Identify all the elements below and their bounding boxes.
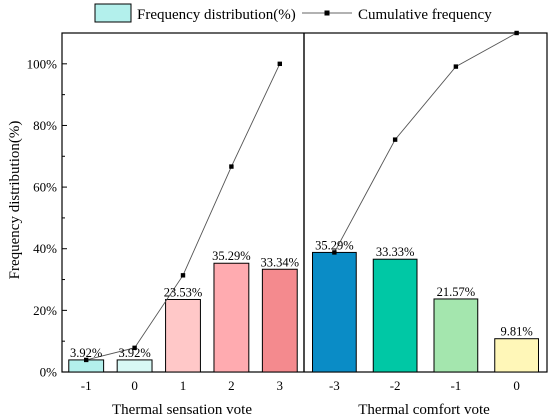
x-axis-label-thermal-sensation: Thermal sensation vote (112, 402, 252, 418)
legend-line-marker (324, 10, 330, 16)
cumulative-point (392, 137, 398, 142)
y-tick-label: 40% (33, 241, 57, 256)
x-tick-label: 3 (277, 378, 284, 393)
bar (165, 298, 201, 373)
cumulative-point (180, 273, 186, 278)
legend: Frequency distribution(%) Cumulative fre… (94, 3, 492, 23)
bar (213, 262, 250, 373)
legend-frequency-label: Frequency distribution(%) (137, 7, 296, 23)
x-tick-label: -3 (329, 378, 340, 393)
x-tick-label: 0 (131, 378, 138, 393)
data-label: 23.53% (164, 285, 203, 299)
y-tick-label: 80% (33, 118, 57, 133)
cumulative-line (333, 32, 517, 253)
y-tick-label: 60% (33, 180, 57, 195)
legend-cumulative-label: Cumulative frequency (358, 7, 492, 23)
cumulative-point (132, 345, 137, 351)
data-label: 33.33% (376, 245, 415, 259)
bar (261, 268, 298, 373)
x-tick-label: -1 (81, 378, 92, 393)
cumulative-lines (84, 30, 519, 363)
data-label: 35.29% (212, 249, 251, 263)
data-label: 3.92% (118, 346, 150, 360)
x-tick-label: 1 (180, 378, 187, 393)
x-tick-label: -1 (450, 378, 461, 393)
x-axis-label-thermal-comfort: Thermal comfort vote (358, 402, 490, 418)
data-labels: 3.92% 3.92% 23.53% 35.29% 33.34% 35.29% 33.33%… (70, 238, 533, 359)
data-label: 9.81% (500, 325, 532, 339)
data-label: 33.34% (261, 255, 300, 269)
cumulative-point (84, 357, 89, 363)
data-label: 21.57% (437, 285, 476, 299)
legend-bar-swatch (94, 3, 132, 23)
x-tick-label: 0 (513, 378, 520, 393)
y-axis-label: Frequency distribution(%) (7, 121, 23, 280)
axes: 0% 20% 40% 60% 80% 100% -1 0 1 2 3 -3 -2 -1 0 (27, 32, 548, 393)
bar (372, 258, 418, 373)
cumulative-point (514, 30, 519, 36)
cumulative-point (229, 164, 234, 169)
y-tick-label: 100% (27, 56, 58, 71)
cumulative-point (332, 250, 337, 255)
y-tick-label: 0% (40, 365, 58, 380)
data-label: 35.29% (315, 238, 354, 252)
bar (494, 338, 539, 373)
bar (116, 359, 153, 373)
y-tick-label: 20% (33, 303, 57, 318)
cumulative-point (453, 64, 459, 69)
bar (312, 251, 357, 373)
bars (68, 251, 539, 373)
bar (433, 298, 479, 373)
cumulative-point (277, 61, 282, 67)
data-label: 3.92% (70, 346, 102, 360)
x-tick-label: 2 (228, 378, 235, 393)
x-tick-label: -2 (390, 378, 401, 393)
